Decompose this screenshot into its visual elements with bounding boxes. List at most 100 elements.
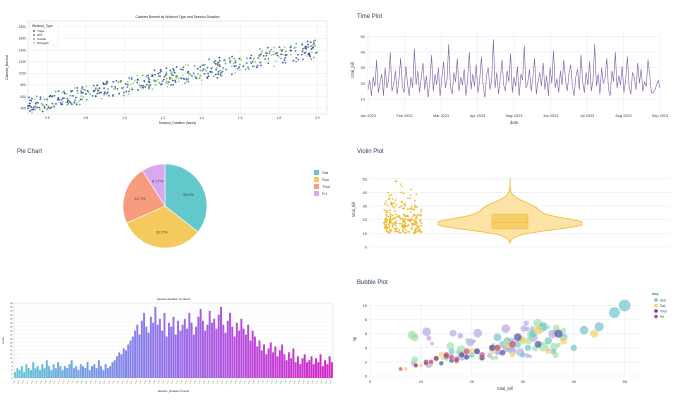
x-tick-label: 1.82 <box>284 380 287 384</box>
session-bar <box>267 348 270 378</box>
workout-point <box>284 54 287 56</box>
x-tick-label: May 2023 <box>506 114 523 118</box>
bubble-fri <box>454 357 460 364</box>
bubble-sun <box>579 325 589 335</box>
bubble-sat <box>438 351 445 358</box>
x-tick-label: 2.02 <box>325 380 328 384</box>
y-tick-label: 20 <box>10 338 13 340</box>
x-tick-label: 1.09 <box>135 380 138 384</box>
violin-point <box>385 225 388 227</box>
session-bar <box>34 368 37 378</box>
session-bar <box>326 364 329 378</box>
bubble-sat <box>545 348 552 355</box>
x-tick-label: 1.05 <box>126 380 129 384</box>
workout-point <box>159 74 161 77</box>
workout-point <box>30 108 33 111</box>
workout-point <box>177 80 180 83</box>
workout-point <box>51 102 54 105</box>
workout-point <box>47 105 50 108</box>
session-bar <box>41 364 44 378</box>
bubble-fri <box>443 351 450 358</box>
workout-point <box>219 74 222 76</box>
pie-legend-label: Sat <box>322 170 329 175</box>
session-bar <box>226 320 229 378</box>
x-tick-label: 1.45 <box>207 380 210 384</box>
session-bar <box>102 370 105 378</box>
x-tick-label: 1.34 <box>185 380 188 384</box>
violin-point <box>420 222 422 224</box>
workout-point <box>294 46 297 49</box>
session-bar <box>292 348 295 378</box>
workout-point <box>38 106 41 109</box>
workout-point <box>203 72 206 75</box>
workout-point <box>41 104 44 107</box>
x-tick-label: 1.20 <box>157 380 160 384</box>
workout-point <box>131 88 134 91</box>
violin-point <box>415 227 418 230</box>
x-tick-label: 1.47 <box>212 380 215 384</box>
workout-point <box>204 68 207 70</box>
bubble-fri <box>508 340 517 348</box>
bubble-extra <box>446 342 455 350</box>
bubble-thur <box>473 348 481 355</box>
workout-point <box>290 49 292 52</box>
workout-point <box>125 90 128 93</box>
violin-point <box>401 230 404 233</box>
session-bar <box>303 354 306 378</box>
x-tick-label: Jan 2023 <box>360 114 376 118</box>
workout-point <box>183 78 186 81</box>
bubble-sun <box>618 299 631 312</box>
y-tick-label: 0 <box>11 378 13 380</box>
session-bar <box>18 370 21 378</box>
y-tick-label: 1600 <box>19 37 27 41</box>
workout-point <box>117 81 120 84</box>
session-bar <box>177 320 179 378</box>
workout-point <box>302 47 304 50</box>
bubble-extra <box>472 339 476 343</box>
workout-point <box>175 75 178 77</box>
y-tick-label: 1000 <box>19 72 27 76</box>
workout-point <box>217 70 220 73</box>
workout-point <box>148 78 151 81</box>
workout-point <box>92 84 95 87</box>
time-plot-chart: 10 20 30 40 50 Jan 2023 Feb 2023 Mar 2023 Apr 20… <box>350 30 668 125</box>
workout-point <box>310 58 313 61</box>
workout-point <box>35 95 38 98</box>
workout-point <box>140 84 143 87</box>
workout-point <box>112 93 115 96</box>
y-tick-label: 40 <box>363 190 368 195</box>
workout-legend-title: Workout_Type <box>32 24 53 28</box>
pie-legend-swatch <box>314 177 319 182</box>
session-bar <box>52 364 55 378</box>
session-bar <box>25 364 28 378</box>
workout-point <box>233 57 236 60</box>
x-tick-label: 0.79 <box>71 380 74 384</box>
violin-point <box>404 228 407 231</box>
violin-point <box>391 214 394 217</box>
violin-point <box>388 226 391 228</box>
violin-point <box>402 229 404 232</box>
x-tick-label: 0.8 <box>84 116 89 120</box>
violin-point <box>400 205 403 208</box>
workout-point <box>142 84 145 87</box>
workout-point <box>131 76 133 79</box>
workout-point <box>256 64 259 67</box>
bubble-legend-title: day <box>652 291 658 296</box>
workout-point <box>307 43 310 46</box>
pie-chart-panel: Pie Chart 35.6% 32.7% 22.7% 8.77% Sat Sun Thur… <box>0 136 340 272</box>
workout-point <box>70 90 72 93</box>
violin-point <box>402 192 405 195</box>
x-tick-label: Jun 2023 <box>543 114 559 118</box>
session-bar <box>147 332 150 378</box>
session-bar <box>70 360 73 378</box>
workout-point <box>100 91 103 94</box>
session-bar <box>276 356 279 378</box>
workout-point <box>280 53 282 56</box>
workout-point <box>273 46 275 49</box>
workout-point <box>55 103 57 105</box>
workout-point <box>68 100 71 103</box>
session-bar <box>88 370 91 378</box>
workout-point <box>218 59 221 62</box>
y-tick-label: 10 <box>10 358 13 360</box>
workout-point <box>232 62 235 65</box>
